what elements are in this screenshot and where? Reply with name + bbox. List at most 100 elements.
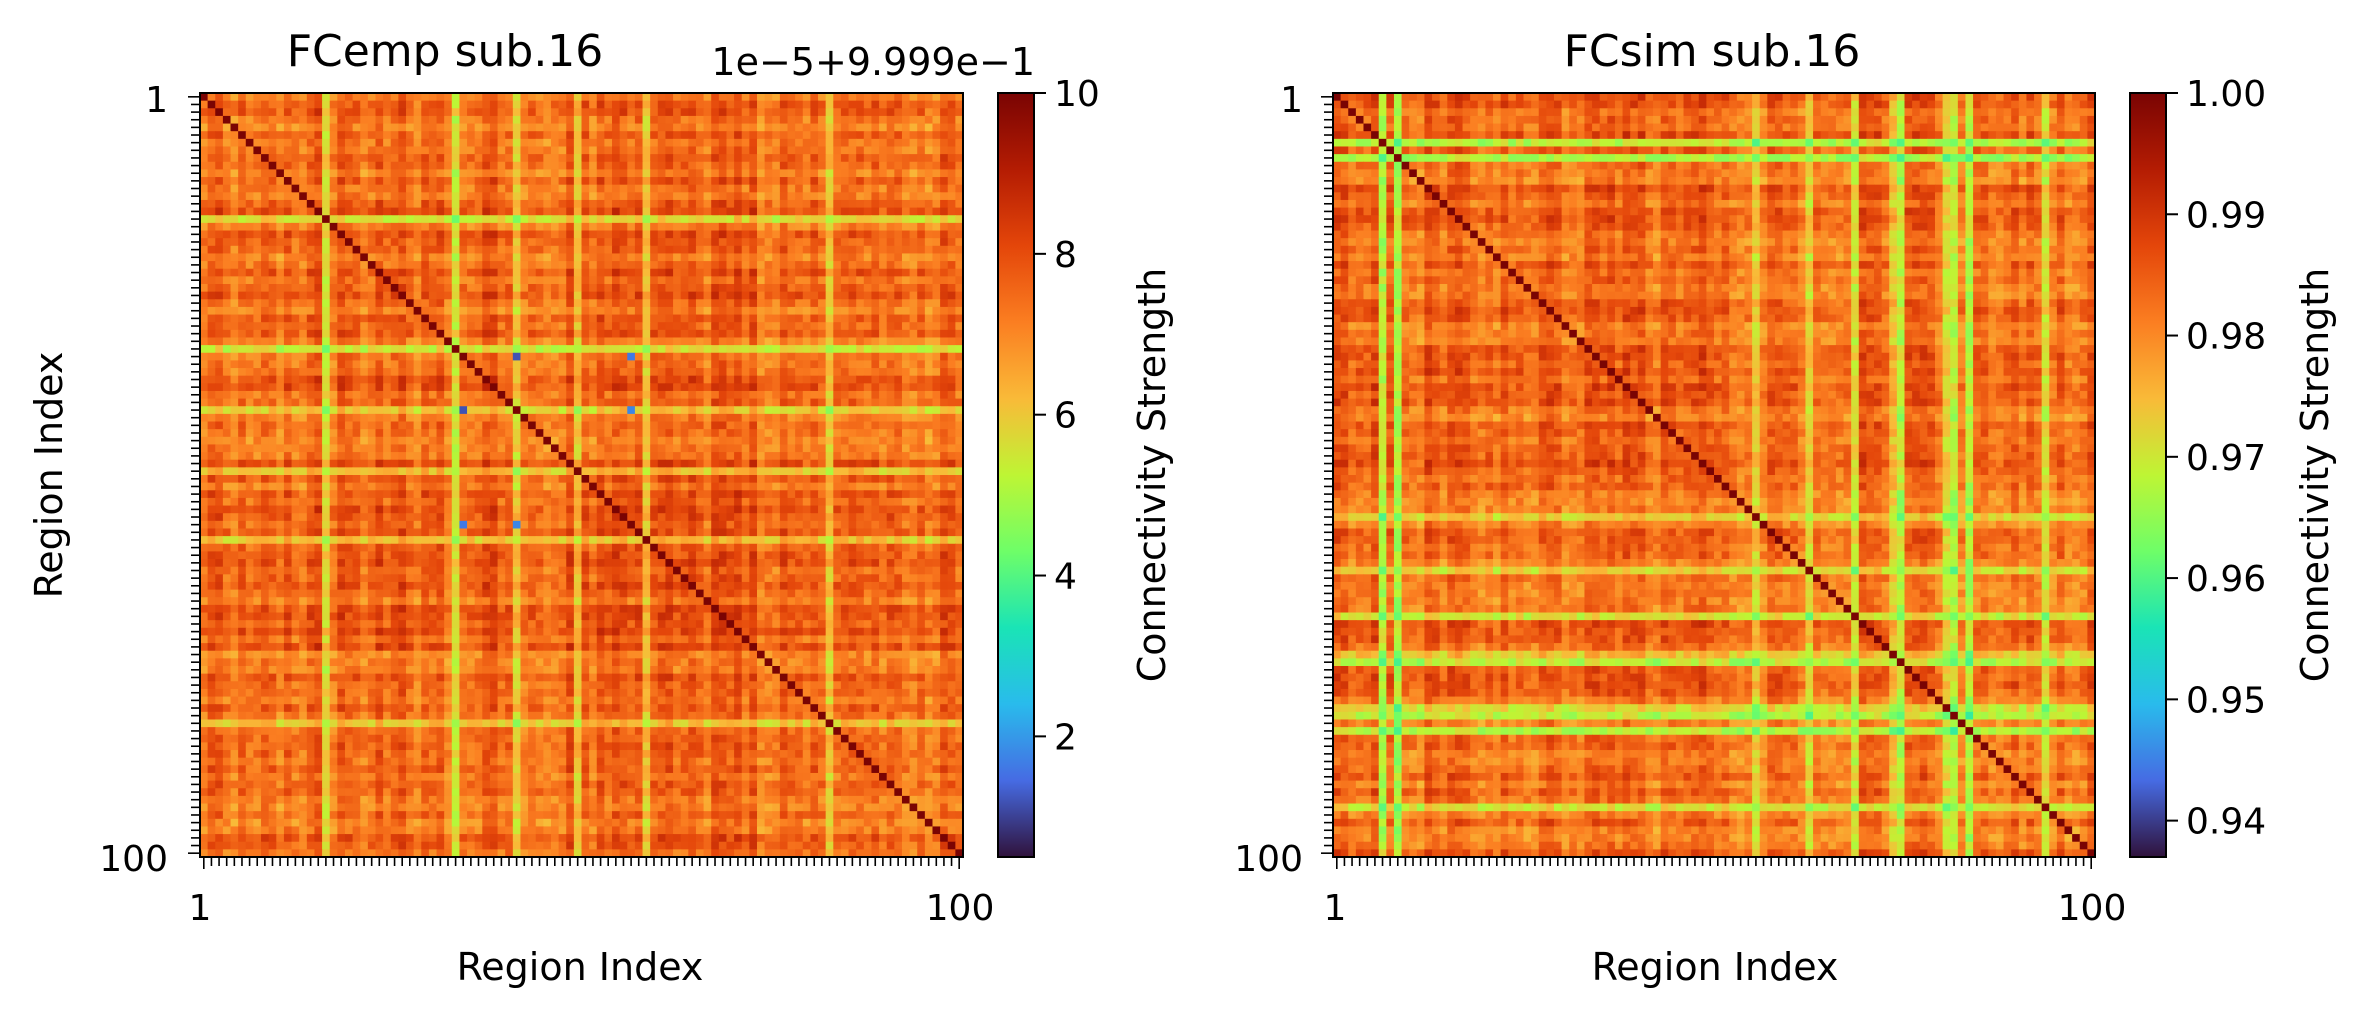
heatmap-cell (284, 452, 292, 460)
heatmap-cell (902, 406, 910, 414)
heatmap-cell (482, 269, 490, 277)
heatmap-cell (299, 223, 307, 231)
heatmap-cell (765, 360, 773, 368)
heatmap-cell (513, 253, 521, 261)
heatmap-cell (864, 429, 872, 437)
heatmap-cell (429, 253, 437, 261)
heatmap-cell (627, 261, 635, 269)
heatmap-cell (765, 345, 773, 353)
heatmap-cell (559, 368, 567, 376)
heatmap-cell (742, 292, 750, 300)
heatmap-cell (849, 315, 857, 323)
heatmap-cell (459, 116, 467, 124)
heatmap-cell (887, 208, 895, 216)
heatmap-cell (322, 322, 330, 330)
heatmap-cell (940, 437, 948, 445)
heatmap-cell (917, 185, 925, 193)
heatmap-cell (513, 116, 521, 124)
heatmap-cell (322, 345, 330, 353)
heatmap-cell (917, 177, 925, 185)
heatmap-cell (597, 253, 605, 261)
heatmap-cell (780, 269, 788, 277)
heatmap-cell (612, 215, 620, 223)
heatmap-cell (292, 353, 300, 361)
heatmap-cell (887, 292, 895, 300)
heatmap-cell (345, 223, 353, 231)
heatmap-cell (246, 330, 254, 338)
heatmap-cell (459, 154, 467, 162)
heatmap-cell (772, 246, 780, 254)
heatmap-cell (520, 460, 528, 468)
heatmap-cell (810, 93, 818, 101)
heatmap-cell (520, 284, 528, 292)
heatmap-cell (398, 208, 406, 216)
heatmap-cell (749, 146, 757, 154)
heatmap-cell (223, 368, 231, 376)
heatmap-cell (635, 93, 643, 101)
heatmap-cell (284, 139, 292, 147)
heatmap-cell (719, 215, 727, 223)
heatmap-cell (337, 177, 345, 185)
heatmap-cell (269, 460, 277, 468)
heatmap-cell (627, 139, 635, 147)
heatmap-cell (551, 322, 559, 330)
heatmap-cell (810, 284, 818, 292)
heatmap-cell (429, 200, 437, 208)
heatmap-cell (444, 330, 452, 338)
heatmap-cell (910, 101, 918, 109)
heatmap-cell (513, 360, 521, 368)
heatmap-cell (948, 460, 956, 468)
heatmap-cell (429, 368, 437, 376)
heatmap-cell (284, 146, 292, 154)
heatmap-cell (528, 307, 536, 315)
heatmap-cell (543, 238, 551, 246)
heatmap-cell (406, 376, 414, 384)
heatmap-cell (391, 391, 399, 399)
heatmap-cell (772, 185, 780, 193)
heatmap-cell (566, 368, 574, 376)
heatmap-cell (879, 269, 887, 277)
heatmap-cell (757, 200, 765, 208)
heatmap-cell (856, 177, 864, 185)
heatmap-cell (398, 391, 406, 399)
heatmap-cell (231, 231, 239, 239)
heatmap-cell (696, 215, 704, 223)
heatmap-cell (726, 406, 734, 414)
heatmap-cell (246, 353, 254, 361)
heatmap-cell (749, 238, 757, 246)
heatmap-cell (383, 444, 391, 452)
heatmap-cell (566, 353, 574, 361)
heatmap-cell (314, 399, 322, 407)
heatmap-cell (520, 192, 528, 200)
heatmap-cell (490, 253, 498, 261)
heatmap-cell (246, 467, 254, 475)
heatmap-cell (681, 414, 689, 422)
heatmap-cell (269, 307, 277, 315)
heatmap-cell (871, 399, 879, 407)
heatmap-cell (345, 93, 353, 101)
heatmap-cell (238, 269, 246, 277)
heatmap-cell (688, 215, 696, 223)
heatmap-cell (337, 200, 345, 208)
heatmap-cell (833, 269, 841, 277)
heatmap-cell (765, 460, 773, 468)
heatmap-cell (688, 185, 696, 193)
heatmap-cell (826, 460, 834, 468)
heatmap-cell (452, 238, 460, 246)
heatmap-cell (467, 108, 475, 116)
heatmap-cell (330, 93, 338, 101)
heatmap-cell (650, 238, 658, 246)
heatmap-cell (200, 261, 208, 269)
heatmap-cell (452, 269, 460, 277)
heatmap-cell (215, 269, 223, 277)
heatmap-cell (925, 315, 933, 323)
heatmap-cell (894, 345, 902, 353)
heatmap-cell (818, 368, 826, 376)
heatmap-cell (688, 169, 696, 177)
heatmap-cell (314, 223, 322, 231)
heatmap-cell (932, 360, 940, 368)
heatmap-cell (704, 269, 712, 277)
heatmap-cell (925, 399, 933, 407)
heatmap-cell (818, 93, 826, 101)
heatmap-cell (437, 284, 445, 292)
